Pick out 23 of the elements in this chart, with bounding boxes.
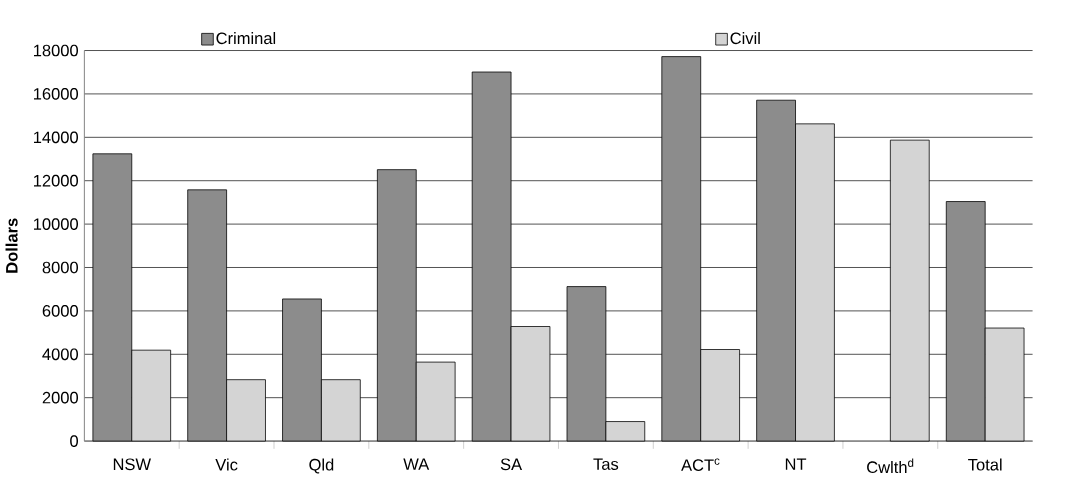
y-tick-label: 8000: [42, 261, 79, 274]
x-tick-label: Qld: [309, 458, 334, 474]
y-tick-label: 2000: [42, 391, 79, 404]
y-tick-label: 4000: [42, 348, 79, 361]
x-tick-label: Cwlth$^{d}$: [867, 458, 914, 474]
y-tick-label: 18000: [34, 44, 79, 57]
x-tick-label: WA: [403, 458, 430, 470]
x-tick-label: Total: [968, 458, 1002, 471]
y-axis-title: Dollars: [5, 218, 18, 273]
legend-label: Criminal: [216, 32, 276, 45]
y-tick-label: 16000: [34, 88, 79, 100]
x-tick-label: Vic: [215, 458, 238, 471]
y-tick-label: 6000: [42, 305, 79, 317]
legend-label: Civil: [730, 32, 760, 45]
x-tick-label: SA: [500, 458, 523, 471]
x-tick-label: NSW: [113, 458, 151, 471]
y-tick-label: 10000: [34, 218, 79, 231]
y-tick-label: 14000: [34, 131, 79, 144]
x-tick-label: ACT$^{c}$: [681, 458, 720, 472]
y-tick-label: 0: [70, 435, 79, 448]
x-tick-label: Tas: [593, 458, 619, 471]
x-tick-label: NT: [785, 458, 807, 470]
y-tick-label: 12000: [34, 174, 79, 187]
